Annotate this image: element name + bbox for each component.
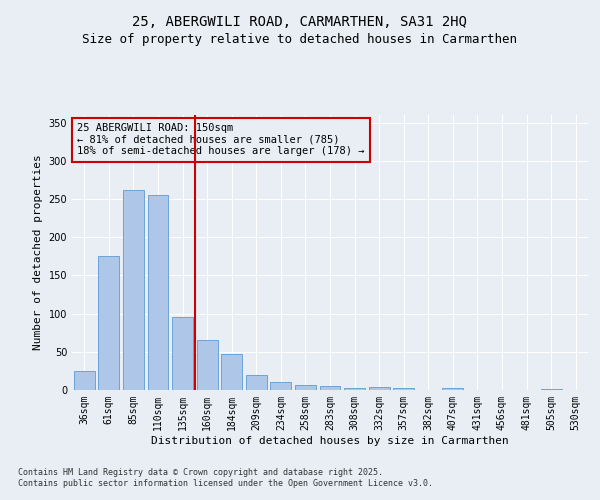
Bar bbox=[320, 386, 340, 390]
Bar bbox=[98, 256, 119, 390]
Bar bbox=[197, 340, 218, 390]
Bar bbox=[271, 382, 292, 390]
Bar bbox=[221, 354, 242, 390]
Y-axis label: Number of detached properties: Number of detached properties bbox=[33, 154, 43, 350]
Text: 25, ABERGWILI ROAD, CARMARTHEN, SA31 2HQ: 25, ABERGWILI ROAD, CARMARTHEN, SA31 2HQ bbox=[133, 15, 467, 29]
Bar bbox=[442, 388, 463, 390]
Text: 25 ABERGWILI ROAD: 150sqm
← 81% of detached houses are smaller (785)
18% of semi: 25 ABERGWILI ROAD: 150sqm ← 81% of detac… bbox=[77, 123, 365, 156]
X-axis label: Distribution of detached houses by size in Carmarthen: Distribution of detached houses by size … bbox=[151, 436, 509, 446]
Bar bbox=[541, 389, 562, 390]
Bar bbox=[172, 318, 193, 390]
Bar bbox=[148, 195, 169, 390]
Bar bbox=[393, 388, 414, 390]
Text: Size of property relative to detached houses in Carmarthen: Size of property relative to detached ho… bbox=[83, 32, 517, 46]
Bar bbox=[295, 384, 316, 390]
Bar bbox=[246, 374, 267, 390]
Bar bbox=[74, 371, 95, 390]
Bar bbox=[123, 190, 144, 390]
Bar bbox=[368, 387, 389, 390]
Text: Contains HM Land Registry data © Crown copyright and database right 2025.
Contai: Contains HM Land Registry data © Crown c… bbox=[18, 468, 433, 487]
Bar bbox=[344, 388, 365, 390]
